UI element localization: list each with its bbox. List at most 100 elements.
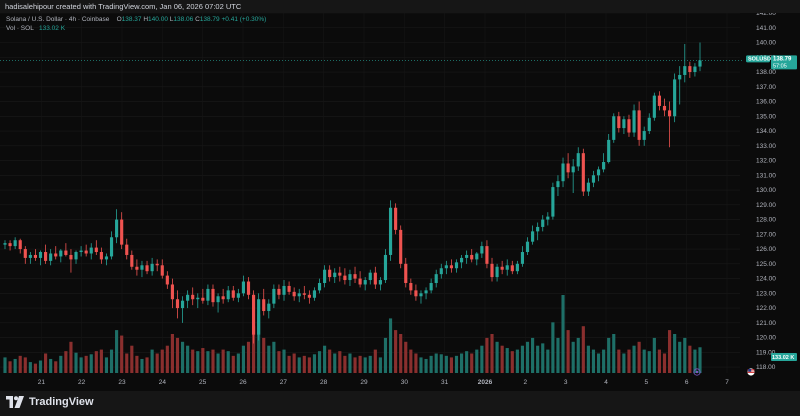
candle-body bbox=[515, 263, 519, 272]
high-label: H bbox=[143, 16, 149, 23]
volume-bar bbox=[536, 345, 540, 373]
y-tick-label: 120.00 bbox=[756, 335, 776, 342]
volume-bar bbox=[180, 341, 185, 373]
chart-panel[interactable] bbox=[0, 13, 800, 391]
events-icon[interactable] bbox=[693, 368, 701, 376]
candle-body bbox=[246, 281, 251, 295]
volume-bar bbox=[612, 334, 616, 373]
candle-body bbox=[688, 66, 692, 73]
volume-bar bbox=[328, 349, 332, 373]
volume-bar bbox=[59, 355, 63, 373]
candle-body bbox=[678, 74, 682, 80]
candle-body bbox=[323, 269, 327, 283]
candle-body bbox=[683, 66, 687, 75]
candle-body bbox=[510, 265, 514, 272]
y-tick-label: 118.00 bbox=[756, 364, 776, 371]
volume-bar bbox=[698, 347, 702, 373]
candle-body bbox=[647, 117, 651, 132]
volume-bar bbox=[510, 351, 514, 373]
candle-body bbox=[155, 263, 159, 266]
volume-bar bbox=[64, 351, 68, 373]
time-axis[interactable]: 21 22 23 24 25 26 27 28 29 30 31 2026 2 3 4 5 6 7 bbox=[38, 379, 729, 386]
volume-bar bbox=[120, 335, 124, 373]
volume-bar bbox=[69, 341, 73, 373]
volume-bar bbox=[546, 349, 550, 373]
volume-bar bbox=[500, 345, 504, 373]
volume-bar bbox=[272, 341, 276, 373]
attribution-bar: hadisalehipour created with TradingView.… bbox=[0, 0, 800, 13]
candle-body bbox=[64, 250, 68, 255]
candle-body bbox=[38, 252, 43, 258]
us-flag-icon[interactable] bbox=[747, 368, 755, 376]
candle-body bbox=[556, 181, 560, 188]
candle-body bbox=[383, 254, 388, 281]
y-tick-label: 137.00 bbox=[756, 84, 776, 91]
y-tick-label: 140.00 bbox=[756, 40, 776, 47]
volume-bar bbox=[231, 355, 235, 373]
candle-body bbox=[23, 249, 27, 258]
x-tick-label: 22 bbox=[78, 379, 86, 386]
x-tick-label: 24 bbox=[159, 379, 167, 386]
y-tick-label: 127.00 bbox=[756, 231, 776, 238]
volume-bar bbox=[211, 349, 215, 373]
candle-body bbox=[33, 254, 38, 258]
volume-bar bbox=[282, 349, 286, 373]
candlestick-chart[interactable]: 118.00 119.00 120.00 121.00 122.00 123.00 124.… bbox=[0, 13, 800, 391]
candle-body bbox=[414, 290, 418, 297]
symbol-description: Solana / U.S. Dollar · 4h · Coinbase bbox=[6, 16, 110, 23]
close-value: 138.79 bbox=[199, 16, 220, 23]
y-tick-label: 129.00 bbox=[756, 202, 776, 209]
candle-body bbox=[89, 247, 93, 254]
volume-bar bbox=[414, 353, 418, 373]
low-label: L bbox=[169, 16, 174, 23]
candle-body bbox=[602, 162, 606, 170]
y-tick-label: 135.00 bbox=[756, 113, 776, 120]
volume-bar bbox=[358, 355, 362, 373]
volume-bar bbox=[419, 357, 423, 373]
candle-body bbox=[135, 266, 139, 270]
x-tick-label: 30 bbox=[401, 379, 409, 386]
candle-body bbox=[642, 131, 646, 140]
volume-bar bbox=[13, 358, 17, 373]
volume-bar bbox=[404, 341, 408, 373]
volume-bar bbox=[262, 337, 266, 373]
volume-bar bbox=[109, 349, 114, 373]
volume-bar bbox=[165, 345, 169, 373]
volume-bar bbox=[104, 357, 109, 373]
volume-bar bbox=[480, 345, 484, 373]
candle-body bbox=[282, 285, 286, 295]
x-tick-label: 23 bbox=[118, 379, 126, 386]
volume-bar bbox=[424, 358, 428, 373]
volume-bar bbox=[394, 330, 398, 373]
volume-bar bbox=[627, 349, 631, 373]
candle-body bbox=[637, 110, 641, 140]
volume-bar bbox=[226, 351, 230, 373]
candle-body bbox=[566, 163, 570, 173]
y-tick-label: 128.00 bbox=[756, 217, 776, 224]
candle-body bbox=[236, 293, 240, 298]
candle-body bbox=[353, 274, 357, 279]
candle-body bbox=[130, 254, 134, 267]
candle-body bbox=[652, 95, 656, 118]
candle-body bbox=[444, 265, 448, 269]
volume-bar bbox=[667, 330, 672, 373]
volume-bar bbox=[378, 357, 382, 373]
candle-body bbox=[424, 290, 428, 294]
volume-bar bbox=[216, 353, 220, 373]
candle-body bbox=[531, 231, 535, 242]
candle-body bbox=[617, 116, 621, 129]
brand[interactable]: TradingView bbox=[6, 396, 94, 408]
grid bbox=[0, 13, 740, 373]
symbol-tag: SOLUSD bbox=[748, 56, 771, 62]
volume-bar bbox=[470, 353, 474, 373]
volume-bar bbox=[637, 341, 641, 373]
price-axis[interactable]: 118.00 119.00 120.00 121.00 122.00 123.00 124.… bbox=[756, 13, 776, 371]
candle-body bbox=[272, 288, 276, 304]
candle-body bbox=[170, 284, 174, 300]
volume-bar bbox=[490, 334, 494, 373]
volume-label: Vol · SOL bbox=[6, 25, 34, 32]
volume-bar bbox=[662, 353, 667, 373]
volume-bar bbox=[115, 330, 119, 373]
candle-body bbox=[470, 254, 474, 260]
candle-body bbox=[317, 283, 322, 291]
